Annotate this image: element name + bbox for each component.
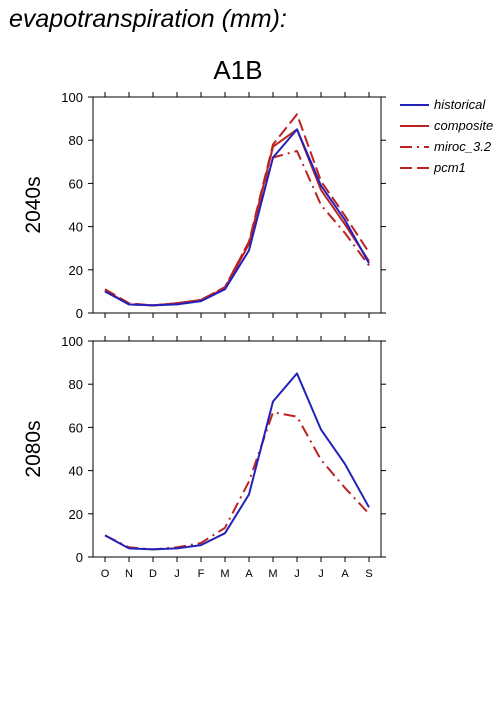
plot-frame <box>92 96 382 314</box>
legend-label: pcm1 <box>433 160 466 175</box>
month-label: D <box>149 568 157 580</box>
month-label: A <box>245 568 253 580</box>
y-tick-label: 80 <box>69 377 83 392</box>
month-label: A <box>341 568 349 580</box>
y-tick-label: 0 <box>76 306 83 321</box>
panel-2040s: 0 20 40 60 80 100 2040s <box>22 90 386 321</box>
month-label: J <box>294 568 300 580</box>
row-label: 2040s <box>22 176 45 233</box>
y-tick-label: 60 <box>69 176 83 191</box>
plot-frame <box>92 340 382 558</box>
month-label: S <box>365 568 372 580</box>
series-line-historical <box>104 128 370 307</box>
scenario-title: A1B <box>213 55 262 85</box>
month-label: J <box>174 568 180 580</box>
legend-label: historical <box>434 97 486 112</box>
series-line-miroc-3-2 <box>104 150 370 307</box>
y-tick-label: 40 <box>69 464 83 479</box>
month-label: O <box>101 568 110 580</box>
y-tick-label: 100 <box>61 334 83 349</box>
month-label: F <box>198 568 205 580</box>
y-tick-label: 40 <box>69 220 83 235</box>
month-label: M <box>268 568 277 580</box>
month-label: M <box>220 568 229 580</box>
row-label: 2080s <box>22 420 45 477</box>
y-tick-label: 100 <box>61 90 83 105</box>
y-tick-label: 0 <box>76 550 83 565</box>
legend-label: miroc_3.2 <box>434 139 492 154</box>
y-tick-label: 60 <box>69 420 83 435</box>
y-tick-label: 20 <box>69 507 83 522</box>
month-label: N <box>125 568 133 580</box>
series-line-historical <box>104 372 370 551</box>
legend: historical composite miroc_3.2 pcm1 <box>400 97 493 175</box>
y-tick-label: 80 <box>69 133 83 148</box>
month-label: J <box>318 568 324 580</box>
series-line-miroc-3-2 <box>104 411 370 551</box>
legend-label: composite <box>434 118 493 133</box>
panel-2080s: 0 20 40 60 80 100 O N D J F M A M J J A S 2080s <box>22 334 386 580</box>
figure-title: evapotranspiration (mm): <box>9 5 287 33</box>
series-line-pcm1 <box>104 113 370 307</box>
series-line-composite <box>104 128 370 307</box>
y-tick-label: 20 <box>69 263 83 278</box>
